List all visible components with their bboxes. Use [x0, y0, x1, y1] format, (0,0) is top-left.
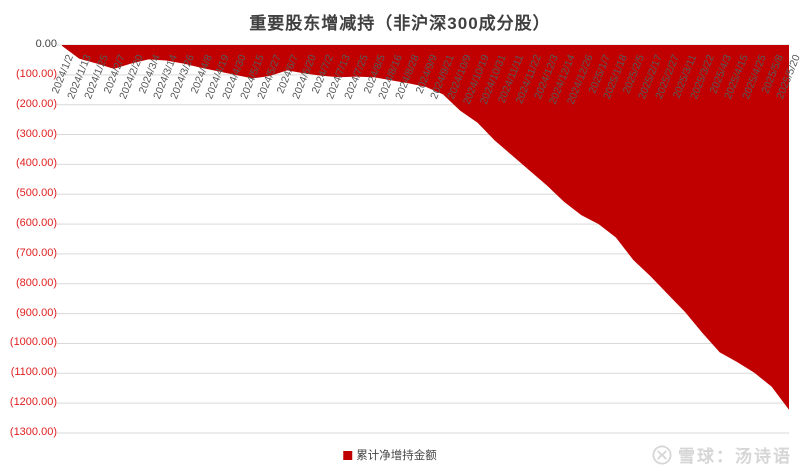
- legend-label: 累计净增持金额: [356, 450, 437, 462]
- y-axis-tick-label: (1100.00): [10, 366, 57, 379]
- chart-title: 重要股东增减持（非沪深300成分股）: [249, 14, 551, 33]
- watermark-text: 雪球：汤诗语: [678, 447, 792, 466]
- y-axis-tick-label: (200.00): [16, 97, 57, 110]
- y-axis-tick-label: (400.00): [16, 157, 57, 170]
- y-axis-tick-label: (500.00): [16, 187, 57, 200]
- y-axis-tick-label: (900.00): [16, 306, 57, 319]
- watermark: 雪球：汤诗语: [651, 442, 792, 467]
- xueqiu-logo-icon: [652, 444, 672, 465]
- y-axis-tick-label: (1200.00): [9, 396, 57, 409]
- y-axis-tick-label: (300.00): [16, 127, 57, 140]
- y-axis-tick-label: (600.00): [16, 217, 57, 230]
- y-axis-tick-label: (700.00): [16, 246, 57, 259]
- legend-marker: [343, 450, 353, 460]
- y-axis-tick-label: 0.00: [35, 38, 57, 50]
- legend: 累计净增持金额: [343, 447, 437, 463]
- y-axis-tick-label: (1300.00): [9, 426, 57, 438]
- y-axis-tick-label: (800.00): [16, 276, 57, 289]
- y-axis-tick-label: (100.00): [16, 67, 57, 80]
- area-series: [62, 45, 789, 410]
- y-axis-tick-label: (1000.00): [9, 336, 57, 349]
